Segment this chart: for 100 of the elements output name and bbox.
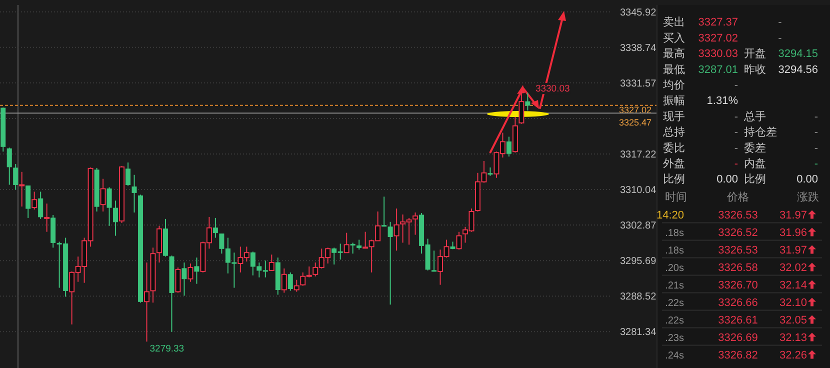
candlestick xyxy=(126,162,131,186)
text: 卖出 xyxy=(663,16,685,29)
text: .23s xyxy=(665,332,684,344)
candlestick xyxy=(294,279,300,292)
candlestick xyxy=(19,171,25,208)
candlestick xyxy=(394,208,400,252)
text: 3326.61 xyxy=(718,314,758,326)
text: 开盘 xyxy=(744,48,766,60)
text: 32.13 xyxy=(779,332,807,344)
text: 0.00 xyxy=(716,174,738,186)
text: 振幅 xyxy=(663,95,685,108)
text: 32.05 xyxy=(779,314,807,326)
y-tick-label: 3317.22 xyxy=(620,149,657,160)
candlestick xyxy=(412,212,418,236)
text: - xyxy=(734,80,738,92)
candlestick xyxy=(26,185,31,218)
text: 最低 xyxy=(663,64,685,76)
text: .24s xyxy=(665,350,684,362)
candlestick xyxy=(44,203,50,232)
text: - xyxy=(814,110,818,123)
text: 3287.01 xyxy=(698,64,738,76)
text: - xyxy=(734,126,738,139)
text: 31.97 xyxy=(779,209,807,222)
text: 32.14 xyxy=(779,279,807,292)
y-tick-label: 3345.92 xyxy=(620,7,657,18)
candlestick xyxy=(144,262,150,342)
y-tick-label: 3331.57 xyxy=(620,78,657,90)
text: 委比 xyxy=(663,141,685,154)
text: - xyxy=(814,158,818,170)
candlestick xyxy=(100,178,106,212)
text: .22s xyxy=(665,298,684,309)
candlestick xyxy=(6,147,12,186)
text: 比例 xyxy=(663,172,685,186)
text: 均价 xyxy=(662,80,685,92)
text: 总持 xyxy=(662,126,685,139)
text: 3326.82 xyxy=(718,349,758,362)
candlestick xyxy=(194,257,200,284)
text: .18s xyxy=(665,245,684,256)
candlestick xyxy=(281,268,287,294)
candlestick xyxy=(132,174,137,213)
candlestick xyxy=(456,231,462,250)
text: 14:20 xyxy=(656,209,684,222)
text: 现手 xyxy=(663,110,685,123)
text: 3294.56 xyxy=(778,64,818,76)
candlestick xyxy=(32,191,38,210)
text: 内盘 xyxy=(744,157,766,170)
text: 3327.02 xyxy=(698,32,738,44)
candlestick xyxy=(38,191,44,220)
text: .22s xyxy=(665,315,684,326)
text: - xyxy=(814,142,818,154)
text: 比例 xyxy=(744,172,766,186)
text: 0.00 xyxy=(796,174,818,186)
text: - xyxy=(734,110,738,123)
candlestick xyxy=(188,263,194,282)
text: .20s xyxy=(665,262,684,274)
candlestick xyxy=(525,92,530,111)
candlestick xyxy=(268,254,274,272)
text: 32.02 xyxy=(779,262,807,274)
text: 32.26 xyxy=(779,349,807,362)
text: 3294.15 xyxy=(778,48,818,60)
text: 3326.69 xyxy=(718,332,758,344)
y-tick-label: 3338.74 xyxy=(620,42,657,54)
text: 时间 xyxy=(665,190,687,204)
text: 总手 xyxy=(743,110,766,123)
text: 3326.52 xyxy=(718,226,758,239)
ref-line-label: 3325.47 xyxy=(619,117,652,128)
text: 价格 xyxy=(726,192,749,204)
text: 昨收 xyxy=(744,64,766,76)
text: 3326.53 xyxy=(718,244,758,256)
y-tick-label: 3295.69 xyxy=(620,256,657,268)
annotation: 3279.33 xyxy=(150,344,184,355)
candlestick xyxy=(506,136,512,158)
candlestick xyxy=(432,250,437,272)
text: 买入 xyxy=(663,31,685,44)
annotation: 3330.03 xyxy=(535,84,570,95)
text: 3327.37 xyxy=(698,16,738,29)
text: 31.96 xyxy=(779,226,807,239)
candlestick xyxy=(382,196,387,227)
text: 3330.03 xyxy=(698,48,738,60)
candlestick xyxy=(212,217,218,238)
candlestick xyxy=(350,242,356,254)
text: 委差 xyxy=(744,141,766,154)
text: 涨跌 xyxy=(797,192,819,204)
text: - xyxy=(814,126,818,139)
text: - xyxy=(734,158,738,170)
text: 32.10 xyxy=(779,296,807,309)
candlestick xyxy=(356,239,362,250)
candlestick xyxy=(388,221,393,306)
text: - xyxy=(778,32,782,44)
text: 3326.58 xyxy=(718,262,758,274)
y-tick-label: 3310.04 xyxy=(620,185,657,196)
text: 最高 xyxy=(663,47,685,60)
text: 3326.66 xyxy=(718,296,758,309)
text: 持仓差 xyxy=(744,126,777,139)
text: - xyxy=(734,142,738,154)
ref-line-label: 3327.02 xyxy=(619,105,652,116)
y-tick-label: 3302.87 xyxy=(620,220,657,232)
text: 31.97 xyxy=(779,244,807,256)
text: 1.31% xyxy=(706,95,738,108)
candlestick xyxy=(344,232,350,254)
